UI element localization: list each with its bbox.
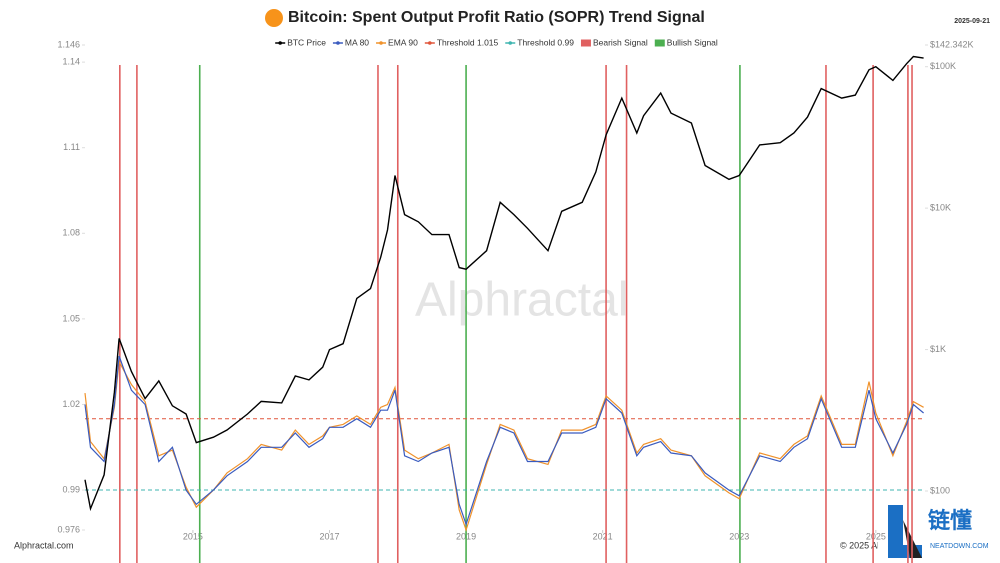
- y2-tick-label: $1K: [930, 344, 946, 354]
- watermark: Alphractal: [415, 274, 628, 327]
- legend-label: Threshold 1.015: [437, 37, 499, 47]
- x-tick-label: 2021: [593, 531, 613, 541]
- y2-tick-label: $142.342K: [930, 39, 974, 49]
- legend-dot: [508, 41, 513, 45]
- legend: BTC Price MA 80 EMA 90 Threshold 1.015 Thres…: [275, 37, 718, 47]
- badge-subtitle: NEATDOWN.COM: [930, 543, 989, 550]
- y-tick-label: 1.11: [63, 142, 80, 152]
- series-line: [84, 55, 924, 512]
- legend-item: EMA 90: [376, 37, 418, 47]
- legend-item: Bearish Signal: [580, 37, 648, 47]
- series-line: [84, 355, 924, 527]
- badge: 链懂 NEATDOWN.COM: [878, 500, 1000, 563]
- legend-label: Bearish Signal: [593, 37, 648, 47]
- x-tick-label: 2025: [866, 531, 886, 541]
- legend-label: Bullish Signal: [667, 37, 718, 47]
- y-tick-label: 1.02: [62, 399, 80, 409]
- chart-title: Bitcoin: Spent Output Profit Ratio (SOPR…: [288, 9, 705, 26]
- bitcoin-icon: [265, 9, 283, 27]
- y-tick-label: 1.146: [57, 39, 80, 49]
- legend-item: Bullish Signal: [654, 37, 718, 47]
- legend-item: BTC Price: [275, 37, 326, 47]
- legend-dot: [278, 41, 282, 45]
- y-tick-label: 1.05: [62, 313, 80, 323]
- legend-swatch: [580, 39, 591, 47]
- copyright: © 2025 Alphractal: [840, 540, 911, 550]
- badge-logo: [888, 505, 922, 558]
- legend-dot: [336, 41, 340, 45]
- legend-dot: [428, 41, 432, 45]
- source: Alphractal.com: [14, 540, 74, 550]
- legend-item: Threshold 1.015: [424, 37, 499, 47]
- badge-title: 链懂: [928, 508, 972, 533]
- legend-dot: [379, 41, 383, 45]
- y2-tick-label: $100K: [930, 61, 956, 71]
- y2-tick-label: $100: [930, 485, 950, 495]
- legend-label: MA 80: [345, 37, 369, 47]
- legend-label: Threshold 0.99: [517, 37, 574, 47]
- series-line: [84, 359, 924, 532]
- y-tick-label: 1.08: [62, 228, 80, 238]
- date: 2025-09-21: [954, 18, 990, 25]
- y2-tick-label: $10K: [930, 203, 951, 213]
- legend-label: BTC Price: [287, 37, 326, 47]
- legend-item: MA 80: [332, 37, 369, 47]
- y-tick-label: 0.976: [57, 524, 80, 534]
- y-tick-label: 0.99: [62, 484, 80, 494]
- legend-item: Threshold 0.99: [505, 37, 574, 47]
- x-tick-label: 2017: [319, 531, 339, 541]
- y-tick-label: 1.14: [62, 56, 80, 66]
- legend-label: EMA 90: [388, 37, 418, 47]
- legend-swatch: [654, 39, 665, 47]
- x-tick-label: 2015: [183, 531, 203, 541]
